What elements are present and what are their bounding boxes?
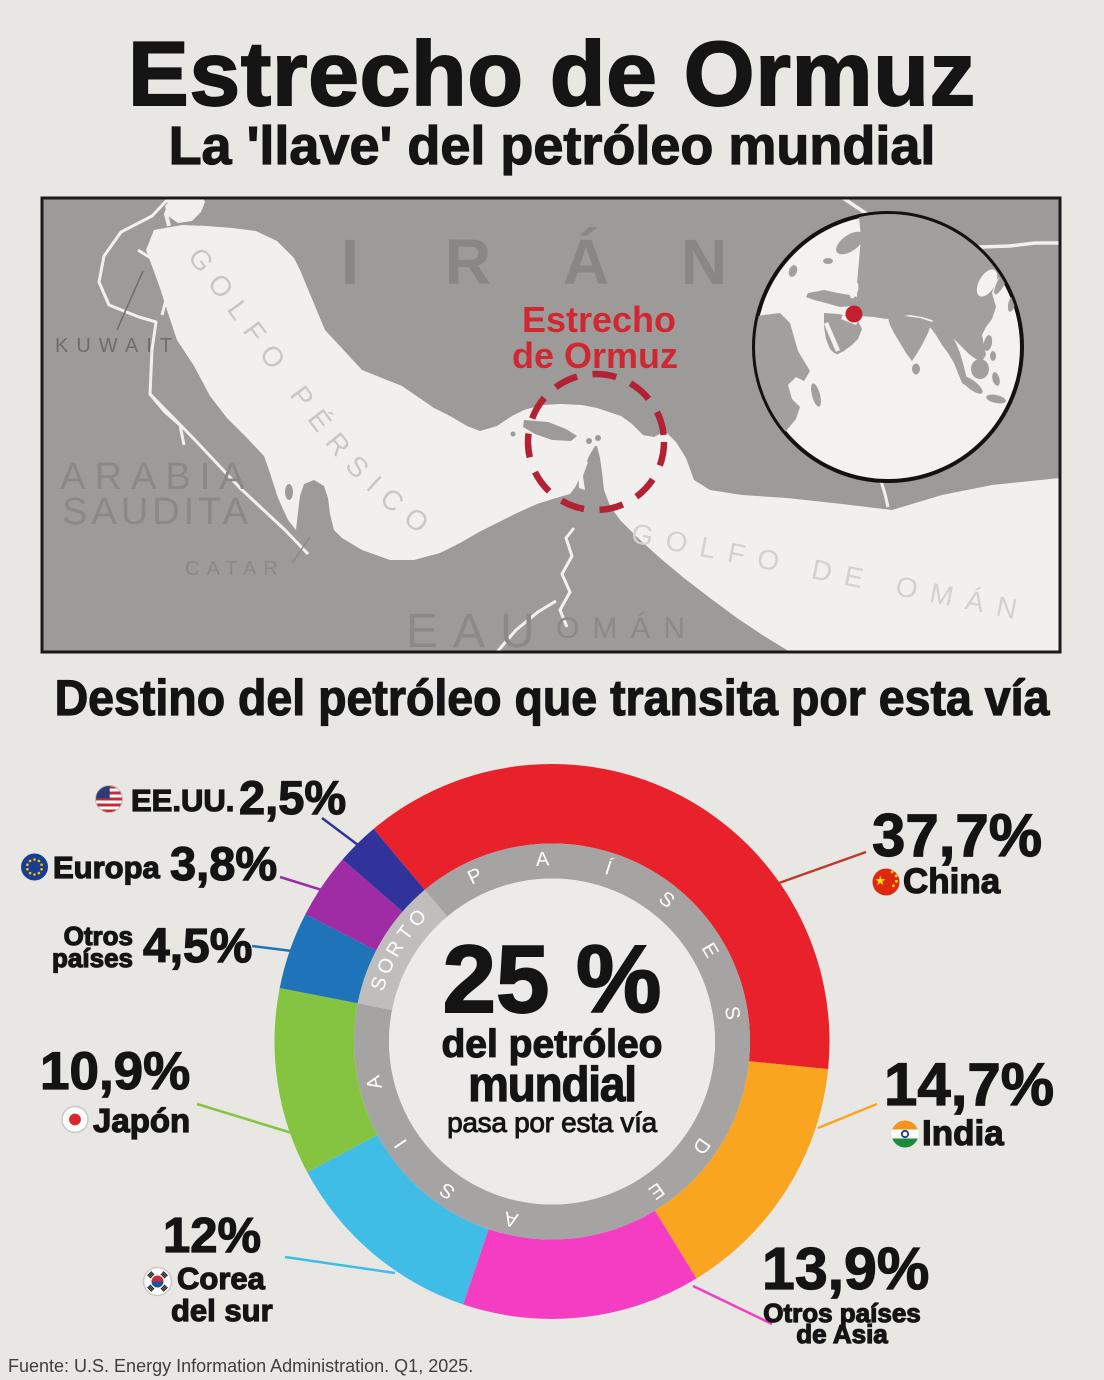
svg-text:de Ormuz: de Ormuz [512,335,678,376]
svg-text:EAU: EAU [406,605,550,658]
svg-text:S: S [720,1005,744,1022]
svg-text:OMÁN: OMÁN [556,612,698,645]
svg-text:CATAR: CATAR [185,558,285,580]
svg-text:Á: Á [563,226,609,298]
svg-text:ARABIA: ARABIA [60,456,253,498]
svg-text:★: ★ [874,873,886,888]
svg-text:SAUDITA: SAUDITA [62,491,252,533]
svg-text:S: S [367,974,392,994]
svg-text:Estrecho: Estrecho [522,299,676,340]
svg-text:N: N [681,226,727,298]
svg-text:I: I [341,226,359,298]
svg-text:A: A [535,848,550,871]
svg-text:A: A [501,1206,520,1231]
svg-text:KUWAIT: KUWAIT [55,335,180,357]
svg-text:A: A [362,1073,387,1092]
svg-text:R: R [445,226,491,298]
